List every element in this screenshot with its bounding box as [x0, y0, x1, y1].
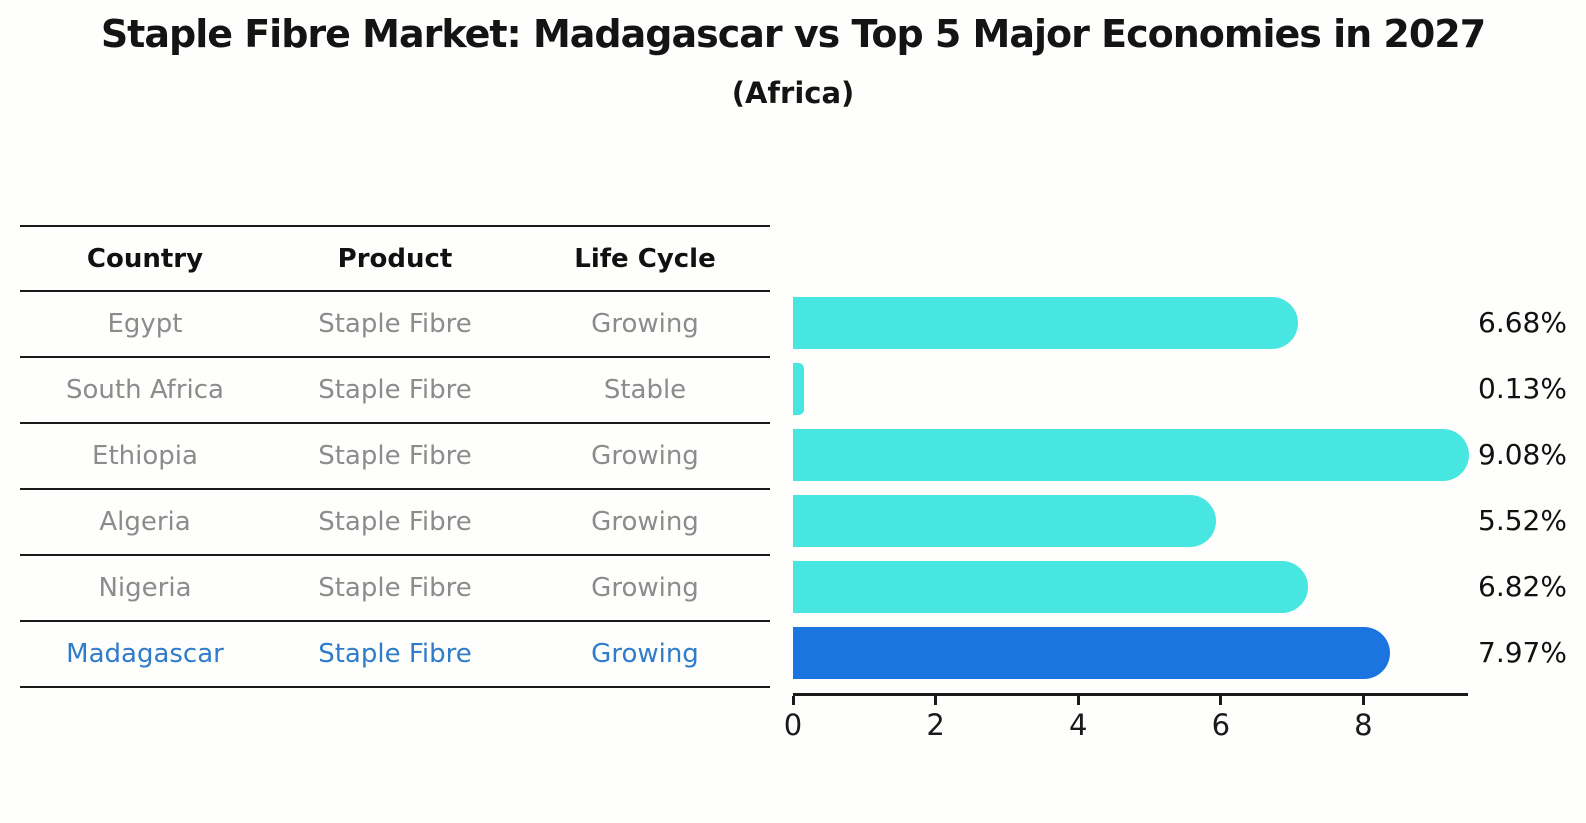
cell-country: Nigeria	[98, 573, 192, 603]
x-axis-line	[793, 693, 1468, 696]
country-info-table: Country Product Life Cycle Egypt Staple Fib…	[20, 225, 770, 688]
value-label-algeria: 5.52%	[1478, 504, 1567, 537]
x-tick-mark-2	[934, 696, 938, 705]
bar-nigeria	[793, 561, 1309, 613]
cell-country: Egypt	[107, 309, 183, 339]
cell-life-cycle: Growing	[591, 441, 699, 471]
header-cell-country: Country	[86, 243, 204, 274]
chart-title: Staple Fibre Market: Madagascar vs Top 5…	[100, 12, 1486, 56]
table-row-egypt: Egypt Staple Fibre Growing	[20, 292, 770, 358]
table-row-algeria: Algeria Staple Fibre Growing	[20, 490, 770, 556]
value-label-ethiopia: 9.08%	[1478, 438, 1567, 471]
table-row-madagascar: Madagascar Staple Fibre Growing	[20, 622, 770, 688]
cell-product: Staple Fibre	[318, 309, 472, 339]
bar-south-africa	[793, 363, 805, 415]
table-body: Egypt Staple Fibre Growing South Africa Stap…	[20, 292, 770, 688]
cell-life-cycle: Growing	[591, 573, 699, 603]
cell-life-cycle: Growing	[591, 639, 699, 669]
bar-algeria	[793, 495, 1216, 547]
header-cell-life-cycle: Life Cycle	[574, 243, 716, 274]
x-tick-label-4: 4	[1068, 708, 1088, 742]
table-row-ethiopia: Ethiopia Staple Fibre Growing	[20, 424, 770, 490]
x-tick-label-2: 2	[926, 708, 945, 742]
x-tick-mark-0	[791, 696, 795, 705]
bar-madagascar	[793, 627, 1391, 679]
cell-product: Staple Fibre	[318, 639, 472, 669]
cell-product: Staple Fibre	[318, 375, 472, 405]
cell-product: Staple Fibre	[318, 441, 472, 471]
x-tick-mark-4	[1076, 696, 1080, 705]
x-tick-label-8: 8	[1354, 708, 1373, 742]
x-tick-label-0: 0	[783, 708, 803, 742]
cell-country: Algeria	[99, 507, 191, 537]
header-cell-product: Product	[337, 243, 453, 274]
table-row-south-africa: South Africa Staple Fibre Stable	[20, 358, 770, 424]
chart-subtitle: (Africa)	[731, 76, 855, 110]
x-tick-label-6: 6	[1211, 708, 1231, 742]
cell-product: Staple Fibre	[318, 507, 472, 537]
cell-country: Ethiopia	[92, 441, 198, 471]
cell-life-cycle: Growing	[591, 507, 699, 537]
table-header-row: Country Product Life Cycle	[20, 227, 770, 292]
value-label-madagascar: 7.97%	[1478, 636, 1567, 669]
value-label-south-africa: 0.13%	[1478, 372, 1567, 405]
value-label-nigeria: 6.82%	[1478, 570, 1567, 603]
bar-egypt	[793, 297, 1299, 349]
x-tick-mark-8	[1361, 696, 1365, 705]
cell-life-cycle: Growing	[591, 309, 699, 339]
cell-country: South Africa	[66, 375, 224, 405]
table-row-nigeria: Nigeria Staple Fibre Growing	[20, 556, 770, 622]
x-tick-mark-6	[1219, 696, 1223, 705]
value-label-egypt: 6.68%	[1478, 306, 1567, 339]
cell-product: Staple Fibre	[318, 573, 472, 603]
cell-country: Madagascar	[66, 639, 224, 669]
bar-ethiopia	[793, 429, 1470, 481]
cell-life-cycle: Stable	[603, 375, 687, 405]
